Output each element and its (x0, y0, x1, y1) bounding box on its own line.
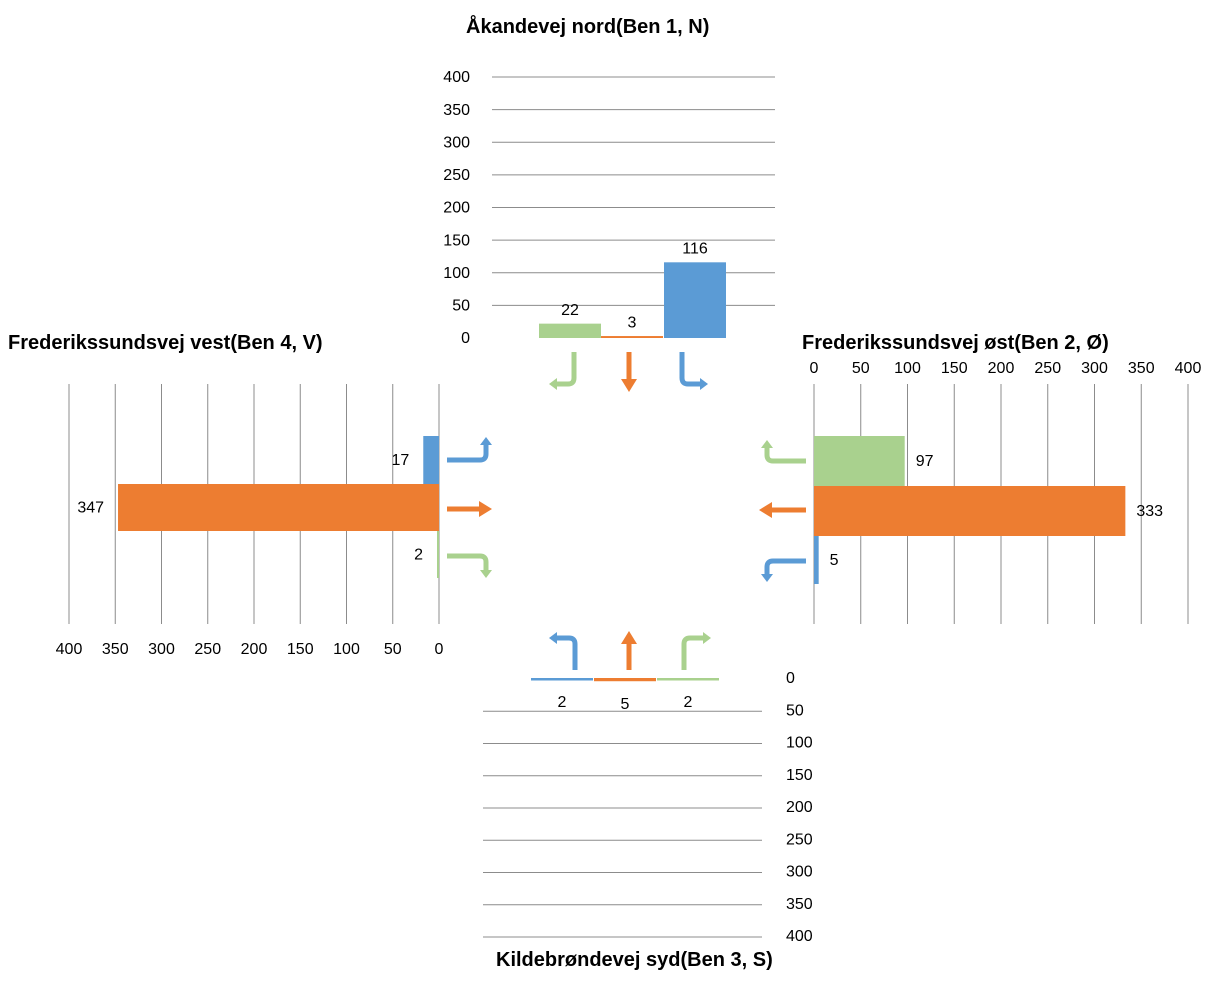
east-bar-right (814, 536, 819, 584)
south-tick-label: 250 (786, 831, 813, 848)
west-bar-left (437, 531, 439, 578)
south-tick-label: 100 (786, 735, 813, 752)
north-tick-label: 400 (443, 69, 470, 86)
south-chart-title: Kildebrøndevej syd(Ben 3, S) (496, 949, 773, 971)
east-bar-left (814, 436, 905, 486)
north-value-label: 3 (628, 314, 637, 331)
west-chart-title: Frederikssundsvej vest(Ben 4, V) (8, 332, 323, 354)
east-value-label: 5 (830, 552, 839, 569)
north-straight-arrow (621, 352, 637, 392)
east-value-label: 97 (916, 453, 934, 470)
north-bar-left (539, 323, 601, 338)
east-tick-label: 400 (1175, 360, 1202, 377)
south-tick-label: 200 (786, 799, 813, 816)
west-tick-label: 300 (148, 641, 175, 658)
south-straight-arrow (621, 631, 637, 670)
west-tick-label: 0 (435, 641, 444, 658)
west-tick-label: 150 (287, 641, 314, 658)
south-bar-straight (594, 678, 656, 682)
east-tick-label: 100 (894, 360, 921, 377)
west-tick-label: 350 (102, 641, 129, 658)
south-left-turn-arrow (681, 632, 711, 670)
west-tick-label: 200 (241, 641, 268, 658)
north-right-turn-arrow (679, 352, 708, 390)
west-tick-label: 250 (194, 641, 221, 658)
east-straight-arrow (759, 502, 806, 518)
west-tick-label: 50 (384, 641, 402, 658)
north-tick-label: 300 (443, 134, 470, 151)
south-tick-label: 50 (786, 702, 804, 719)
west-bar-right (423, 436, 439, 484)
north-value-label: 116 (682, 241, 708, 258)
south-value-label: 2 (684, 694, 693, 711)
east-tick-label: 50 (852, 360, 870, 377)
south-tick-label: 350 (786, 896, 813, 913)
north-tick-label: 350 (443, 102, 470, 119)
south-value-label: 2 (558, 694, 567, 711)
north-bar-straight (601, 336, 663, 338)
west-bar-straight (118, 484, 440, 531)
south-bar-left (657, 678, 719, 681)
west-straight-arrow (447, 501, 492, 517)
east-tick-label: 150 (941, 360, 968, 377)
north-chart-title: Åkandevej nord(Ben 1, N) (466, 16, 710, 38)
south-tick-label: 300 (786, 864, 813, 881)
south-tick-label: 400 (786, 928, 813, 945)
north-tick-label: 250 (443, 167, 470, 184)
south-value-label: 5 (621, 696, 630, 713)
north-tick-label: 200 (443, 200, 470, 217)
south-right-turn-arrow (549, 632, 578, 670)
west-tick-label: 400 (56, 641, 83, 658)
west-value-label: 2 (414, 547, 423, 564)
north-bar-right (664, 262, 726, 338)
south-tick-label: 150 (786, 767, 813, 784)
east-bar-straight (814, 486, 1126, 536)
west-left-turn-arrow (447, 553, 492, 578)
east-left-turn-arrow (761, 440, 806, 464)
north-value-label: 22 (561, 302, 579, 319)
east-tick-label: 250 (1034, 360, 1061, 377)
west-value-label: 347 (77, 500, 104, 517)
south-bar-right (531, 678, 593, 681)
west-value-label: 17 (391, 452, 409, 469)
east-right-turn-arrow (761, 558, 806, 582)
west-right-turn-arrow (447, 437, 492, 463)
east-tick-label: 350 (1128, 360, 1155, 377)
west-tick-label: 100 (333, 641, 360, 658)
east-tick-label: 200 (988, 360, 1015, 377)
south-tick-label: 0 (786, 670, 795, 687)
east-tick-label: 300 (1081, 360, 1108, 377)
east-chart-title: Frederikssundsvej øst(Ben 2, Ø) (802, 332, 1109, 354)
north-tick-label: 50 (452, 298, 470, 315)
north-left-turn-arrow (549, 352, 577, 390)
east-value-label: 333 (1136, 503, 1163, 520)
north-tick-label: 150 (443, 232, 470, 249)
north-tick-label: 0 (461, 330, 470, 347)
north-tick-label: 100 (443, 265, 470, 282)
east-tick-label: 0 (810, 360, 819, 377)
